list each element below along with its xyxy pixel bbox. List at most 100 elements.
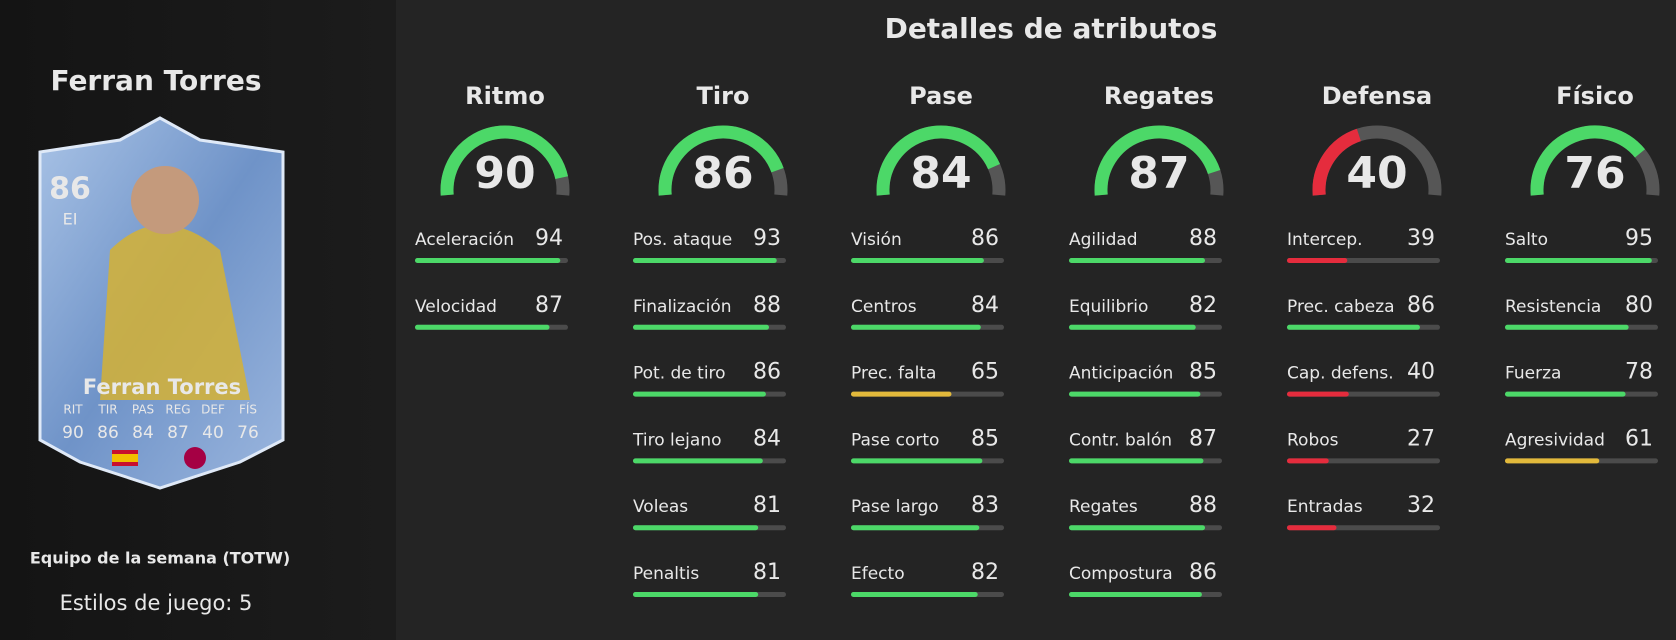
card-stat-label: PAS <box>132 403 154 417</box>
card-rating: 86 <box>49 172 91 207</box>
attribute-name: Intercep. <box>1287 230 1363 250</box>
attribute-value: 88 <box>753 293 781 318</box>
attribute-value: 82 <box>1189 293 1217 318</box>
attribute-name: Salto <box>1505 230 1548 250</box>
gauge-value: 86 <box>692 148 753 199</box>
attribute-name: Prec. cabeza <box>1287 297 1395 317</box>
gauge-fill <box>440 125 569 196</box>
attribute-bar <box>633 458 763 464</box>
attribute-bar <box>1287 258 1348 263</box>
attribute-value: 40 <box>1407 360 1435 385</box>
gauge-value: 87 <box>1128 148 1189 199</box>
attribute-name: Pase largo <box>851 497 939 517</box>
gauge-fill <box>1094 125 1221 196</box>
attribute-bar <box>851 592 978 597</box>
attribute-value: 61 <box>1625 426 1653 451</box>
category-name: Pase <box>909 82 973 110</box>
gauge-value: 84 <box>910 148 971 199</box>
card-stat-label: FÍS <box>239 402 257 417</box>
attribute-value: 87 <box>1189 426 1217 451</box>
gauge-fill <box>876 125 1001 196</box>
attribute-name: Pos. ataque <box>633 230 732 250</box>
attribute-name: Anticipación <box>1069 364 1173 384</box>
attribute-bar <box>851 324 981 330</box>
attribute-name: Equilibrio <box>1069 297 1148 317</box>
card-stat-value: 84 <box>132 423 154 443</box>
player-silhouette <box>100 225 250 400</box>
attribute-value: 88 <box>1189 226 1217 251</box>
attribute-value: 80 <box>1625 293 1653 318</box>
attribute-bar <box>851 391 952 397</box>
attribute-bar <box>1505 324 1629 330</box>
attribute-value: 86 <box>1189 560 1217 585</box>
attribute-bar <box>1287 458 1329 464</box>
attribute-bar <box>633 592 759 597</box>
card-type: Equipo de la semana (TOTW) <box>30 549 290 568</box>
attribute-name: Pase corto <box>851 430 939 450</box>
attribute-name: Contr. balón <box>1069 430 1172 450</box>
attribute-name: Resistencia <box>1505 297 1601 317</box>
gauge-value: 76 <box>1564 148 1625 199</box>
card-stat-value: 76 <box>237 423 259 443</box>
attribute-name: Voleas <box>633 497 688 517</box>
club-badge <box>184 447 206 469</box>
card-stat-label: REG <box>165 403 190 417</box>
attribute-bar <box>1287 391 1349 397</box>
attribute-name: Visión <box>851 230 902 250</box>
attribute-name: Agilidad <box>1069 230 1138 250</box>
attribute-name: Efecto <box>851 564 905 584</box>
attribute-bar <box>633 258 777 263</box>
attribute-name: Agresividad <box>1505 430 1605 450</box>
attribute-name: Aceleración <box>415 230 514 250</box>
card-position: EI <box>63 210 78 229</box>
attribute-bar <box>1505 258 1652 263</box>
attribute-value: 82 <box>971 560 999 585</box>
attribute-bar <box>1069 592 1202 597</box>
card-name: Ferran Torres <box>83 375 241 399</box>
attribute-bar <box>851 258 984 263</box>
attribute-name: Finalización <box>633 297 732 317</box>
attribute-value: 86 <box>1407 293 1435 318</box>
attribute-bar <box>415 258 561 263</box>
attribute-value: 87 <box>535 293 563 318</box>
category-name: Físico <box>1556 82 1634 110</box>
attribute-value: 27 <box>1407 426 1435 451</box>
gauge-value: 90 <box>474 148 535 199</box>
attribute-bar <box>633 391 766 397</box>
attribute-bar <box>1069 525 1205 531</box>
attribute-value: 93 <box>753 226 781 251</box>
category-name: Ritmo <box>465 82 545 110</box>
attribute-bar <box>1069 324 1196 330</box>
category-name: Tiro <box>697 82 750 110</box>
attribute-value: 65 <box>971 360 999 385</box>
attribute-bar <box>633 324 769 330</box>
attribute-name: Velocidad <box>415 297 497 317</box>
attribute-value: 94 <box>535 226 563 251</box>
page-title: Detalles de atributos <box>885 12 1218 45</box>
attribute-bar <box>1287 324 1420 330</box>
attribute-value: 78 <box>1625 360 1653 385</box>
attribute-bar <box>1287 525 1337 531</box>
attribute-name: Penaltis <box>633 564 699 584</box>
attribute-bar <box>1069 258 1205 263</box>
attribute-value: 84 <box>753 426 781 451</box>
gauge-fill <box>658 125 784 196</box>
card-stat-value: 40 <box>202 423 224 443</box>
attribute-value: 39 <box>1407 226 1435 251</box>
attribute-bar <box>1069 391 1201 397</box>
card-stat-label: DEF <box>201 403 225 417</box>
attribute-value: 81 <box>753 493 781 518</box>
attribute-value: 88 <box>1189 493 1217 518</box>
attribute-bar <box>1069 458 1204 464</box>
attribute-bar <box>633 525 759 531</box>
flag-stripe <box>112 454 138 462</box>
attribute-bar <box>851 525 980 531</box>
attribute-value: 86 <box>971 226 999 251</box>
attribute-bar <box>851 458 983 464</box>
player-name: Ferran Torres <box>50 64 261 97</box>
card-stat-value: 90 <box>62 423 84 443</box>
category-name: Regates <box>1104 82 1214 110</box>
attribute-name: Compostura <box>1069 564 1173 584</box>
attribute-name: Prec. falta <box>851 364 936 384</box>
